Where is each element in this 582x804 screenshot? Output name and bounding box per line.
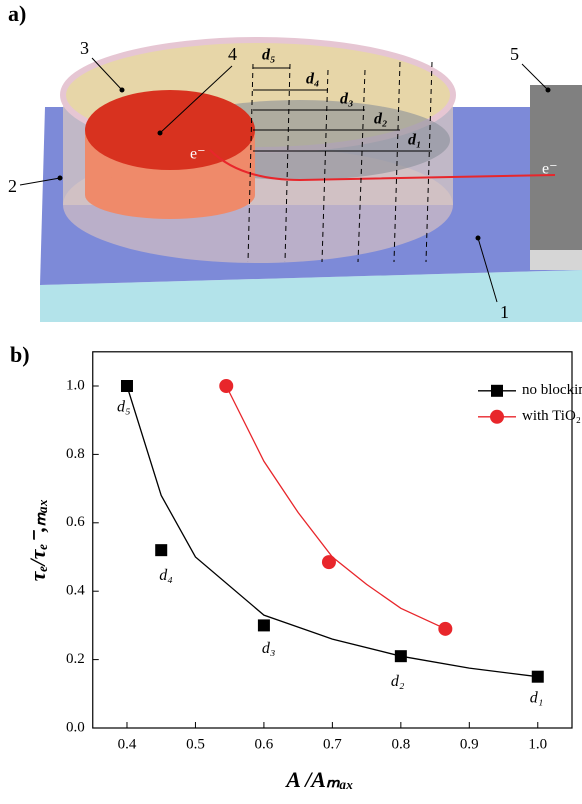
point-label: d₅	[117, 399, 131, 416]
chart: b) A /Aₘₐₓ τₑ/τₑ⁻,ₘₐₓ 0.4 0.5 0.6 0.7 0.8 0.9…	[10, 342, 582, 792]
x-tick-label: 0.9	[460, 736, 479, 752]
dash-line	[284, 63, 291, 263]
data-point	[531, 670, 544, 683]
leader	[19, 177, 61, 186]
leader-dot	[545, 87, 551, 93]
dash-line	[393, 61, 401, 263]
distance-label: d₁	[408, 132, 422, 149]
leader	[91, 57, 123, 91]
legend-label: no blocking layer	[522, 382, 582, 398]
distance-label: d₂	[374, 111, 388, 128]
point-label: d₁	[530, 689, 544, 706]
y-axis-label: τₑ/τₑ⁻,ₘₐₓ	[25, 499, 50, 582]
distance-label: d₄	[306, 71, 320, 88]
x-tick-label: 0.8	[391, 736, 410, 752]
panel-label: b)	[10, 342, 30, 367]
red-disc-bottom	[85, 171, 255, 219]
leader-dot	[57, 175, 63, 181]
distance-label: d₅	[262, 47, 276, 64]
leader-dot	[475, 235, 481, 241]
leader-dot	[119, 87, 125, 93]
distance-label: d₃	[340, 91, 354, 108]
y-tick-label: 0.2	[66, 651, 85, 667]
electron-label: e⁻	[542, 161, 558, 178]
point-label: d₂	[391, 673, 405, 690]
schematic: a) 1 2 3 4 5 d₅ d₄ d₃ d₂ d₁ e⁻ e⁻	[0, 1, 582, 322]
electron-label: e⁻	[190, 146, 206, 163]
y-tick-label: 0.8	[66, 446, 85, 462]
point-label: d₄	[159, 567, 173, 584]
legend-label: with TiO₂ blocking layer	[522, 408, 582, 424]
leader	[521, 63, 549, 91]
y-tick-label: 1.0	[66, 377, 85, 393]
electrode-base	[530, 250, 582, 270]
data-point	[155, 544, 168, 557]
x-axis-label: A /Aₘₐₓ	[284, 767, 354, 792]
callout: 2	[8, 176, 17, 196]
callout: 3	[80, 38, 89, 58]
x-tick-label: 0.5	[186, 736, 205, 752]
y-tick-label: 0.4	[66, 583, 85, 599]
legend-marker	[491, 384, 503, 397]
x-tick-label: 0.6	[255, 736, 274, 752]
callout: 1	[500, 302, 509, 322]
electron-path	[209, 149, 556, 182]
x-tick-label: 0.4	[118, 736, 137, 752]
dash-line	[425, 61, 433, 263]
electrode	[530, 85, 582, 255]
dash-line	[247, 63, 254, 263]
legend-marker	[490, 409, 504, 424]
data-point	[257, 619, 270, 632]
point-label: d₃	[262, 640, 276, 657]
y-tick-label: 0.6	[66, 514, 85, 530]
leader-dot	[157, 130, 163, 136]
fit-curve	[126, 385, 538, 678]
panel-label: a)	[8, 1, 26, 26]
fit-curve	[225, 385, 446, 630]
x-tick-label: 1.0	[528, 736, 547, 752]
leader	[159, 65, 233, 134]
leader	[477, 237, 498, 303]
data-point	[120, 380, 133, 392]
callout: 4	[228, 44, 237, 64]
data-point	[394, 650, 407, 663]
substrate-edge	[40, 270, 582, 322]
data-point	[219, 379, 234, 393]
data-point	[438, 621, 453, 636]
red-disc-top	[85, 90, 255, 170]
x-tick-label: 0.7	[323, 736, 342, 752]
callout: 5	[510, 44, 519, 64]
data-point	[321, 555, 336, 570]
y-tick-label: 0.0	[66, 719, 85, 735]
